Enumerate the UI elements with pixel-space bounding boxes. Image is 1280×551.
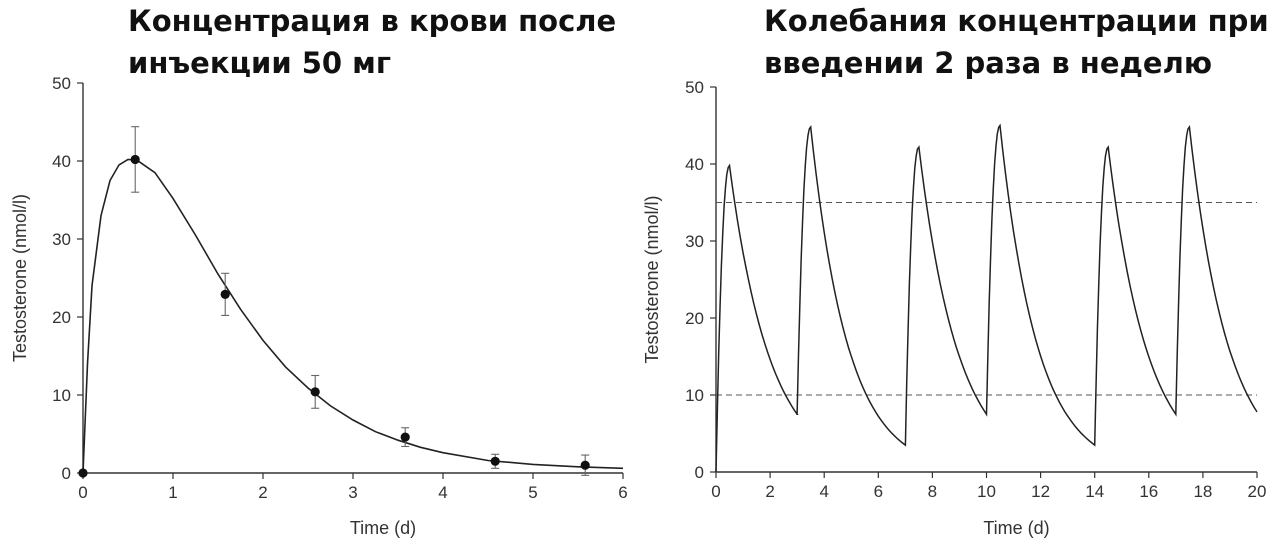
- chart2-y-tick-label: 50: [685, 78, 704, 97]
- chart2-y-tick-label: 30: [685, 232, 704, 251]
- chart1-y-tick-label: 10: [52, 386, 71, 405]
- chart2-x-tick-label: 6: [874, 482, 883, 501]
- chart1-series-line: [82, 158, 624, 474]
- chart2-y-tick-label: 0: [695, 463, 704, 482]
- chart1-x-tick-label: 6: [618, 483, 627, 502]
- chart1-x-tick-label: 0: [78, 483, 87, 502]
- chart2-y-tick-label: 40: [685, 155, 704, 174]
- chart1-y-tick-label: 30: [52, 230, 71, 249]
- chart1-x-tick-label: 3: [348, 483, 357, 502]
- chart2-x-tick-label: 16: [1139, 482, 1158, 501]
- chart2-x-tick-label: 12: [1031, 482, 1050, 501]
- chart1-data-point: [490, 456, 500, 466]
- chart2-x-tick-label: 0: [711, 482, 720, 501]
- chart1-x-axis-label: Time (d): [350, 518, 416, 538]
- chart2-x-tick-label: 8: [928, 482, 937, 501]
- chart2-y-tick-label: 10: [685, 386, 704, 405]
- chart2-x-tick-label: 18: [1193, 482, 1212, 501]
- chart1-data-point: [310, 387, 320, 397]
- chart1-y-tick-label: 20: [52, 308, 71, 327]
- chart2-x-tick-label: 2: [765, 482, 774, 501]
- chart2-series-line: [715, 123, 1258, 473]
- chart2-x-tick-label: 14: [1085, 482, 1104, 501]
- right-chart-title: Колебания концентрации при введении 2 ра…: [764, 4, 1269, 80]
- chart1-data-point: [78, 468, 88, 478]
- chart1-data-point: [580, 460, 590, 470]
- chart1-y-tick-label: 0: [62, 464, 71, 483]
- chart2-x-axis-label: Time (d): [983, 518, 1049, 538]
- chart1-y-axis-label: Testosterone (nmol/l): [10, 194, 30, 362]
- chart1-data-point: [400, 432, 410, 442]
- left-chart-title: Концентрация в крови после инъекции 50 м…: [128, 4, 617, 80]
- chart1-data-point: [130, 154, 140, 165]
- chart1-x-tick-label: 2: [258, 483, 267, 502]
- chart1-x-tick-label: 1: [168, 483, 177, 502]
- chart2-y-tick-label: 20: [685, 309, 704, 328]
- chart1-x-tick-label: 5: [528, 483, 537, 502]
- chart1-y-tick-label: 50: [52, 74, 71, 93]
- chart2-x-tick-label: 20: [1248, 482, 1267, 501]
- chart1-data-point: [220, 289, 230, 299]
- chart2-x-tick-label: 10: [977, 482, 996, 501]
- chart2-y-axis-label: Testosterone (nmol/l): [642, 195, 662, 363]
- chart2-x-tick-label: 4: [819, 482, 828, 501]
- chart1-y-tick-label: 40: [52, 152, 71, 171]
- chart1-x-tick-label: 4: [438, 483, 447, 502]
